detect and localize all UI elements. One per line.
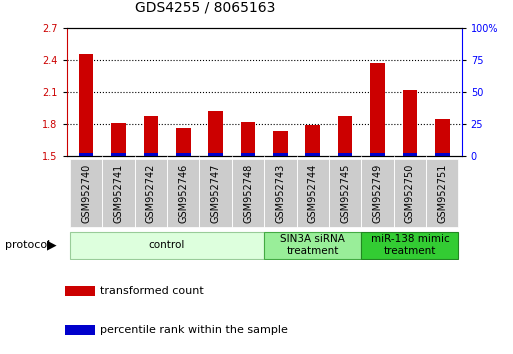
Bar xyxy=(297,159,329,227)
Bar xyxy=(208,111,223,156)
Text: GSM952751: GSM952751 xyxy=(437,163,447,223)
Bar xyxy=(135,159,167,227)
Text: GSM952746: GSM952746 xyxy=(178,163,188,223)
Bar xyxy=(167,159,200,227)
Bar xyxy=(338,116,352,156)
Bar xyxy=(264,159,297,227)
Bar xyxy=(200,159,232,227)
Text: control: control xyxy=(149,240,185,250)
Text: SIN3A siRNA
treatment: SIN3A siRNA treatment xyxy=(280,234,345,256)
Bar xyxy=(338,153,352,156)
Bar xyxy=(393,159,426,227)
Bar xyxy=(70,232,264,259)
Text: GSM952740: GSM952740 xyxy=(81,163,91,223)
Bar xyxy=(426,159,459,227)
Text: GSM952748: GSM952748 xyxy=(243,163,253,223)
Bar xyxy=(102,159,135,227)
Bar xyxy=(208,153,223,156)
Text: GSM952749: GSM952749 xyxy=(372,163,383,223)
Bar xyxy=(370,63,385,156)
Bar xyxy=(264,232,361,259)
Bar xyxy=(273,131,288,156)
Bar xyxy=(361,159,393,227)
Text: GSM952747: GSM952747 xyxy=(211,163,221,223)
Bar xyxy=(79,54,93,156)
Text: ▶: ▶ xyxy=(47,239,56,252)
Text: miR-138 mimic
treatment: miR-138 mimic treatment xyxy=(370,234,449,256)
Text: percentile rank within the sample: percentile rank within the sample xyxy=(100,325,287,335)
Text: GSM952750: GSM952750 xyxy=(405,163,415,223)
Text: transformed count: transformed count xyxy=(100,286,203,296)
Bar xyxy=(79,153,93,156)
Bar xyxy=(144,153,158,156)
Text: protocol: protocol xyxy=(5,240,50,250)
Bar xyxy=(435,119,449,156)
Text: GSM952741: GSM952741 xyxy=(113,163,124,223)
Bar xyxy=(305,125,320,156)
Bar xyxy=(176,128,190,156)
Bar xyxy=(361,232,459,259)
Text: GSM952743: GSM952743 xyxy=(275,163,285,223)
Bar xyxy=(241,122,255,156)
Text: GSM952744: GSM952744 xyxy=(308,163,318,223)
Bar xyxy=(403,90,417,156)
Bar xyxy=(65,286,95,296)
Bar xyxy=(232,159,264,227)
Bar xyxy=(273,153,288,156)
Text: GSM952742: GSM952742 xyxy=(146,163,156,223)
Bar xyxy=(70,159,102,227)
Bar xyxy=(65,325,95,335)
Bar xyxy=(241,153,255,156)
Bar xyxy=(435,153,449,156)
Bar xyxy=(370,153,385,156)
Bar xyxy=(403,153,417,156)
Bar xyxy=(176,153,190,156)
Bar xyxy=(305,153,320,156)
Bar xyxy=(329,159,361,227)
Bar xyxy=(144,116,158,156)
Text: GSM952745: GSM952745 xyxy=(340,163,350,223)
Text: GDS4255 / 8065163: GDS4255 / 8065163 xyxy=(135,0,275,14)
Bar xyxy=(111,153,126,156)
Bar xyxy=(111,123,126,156)
